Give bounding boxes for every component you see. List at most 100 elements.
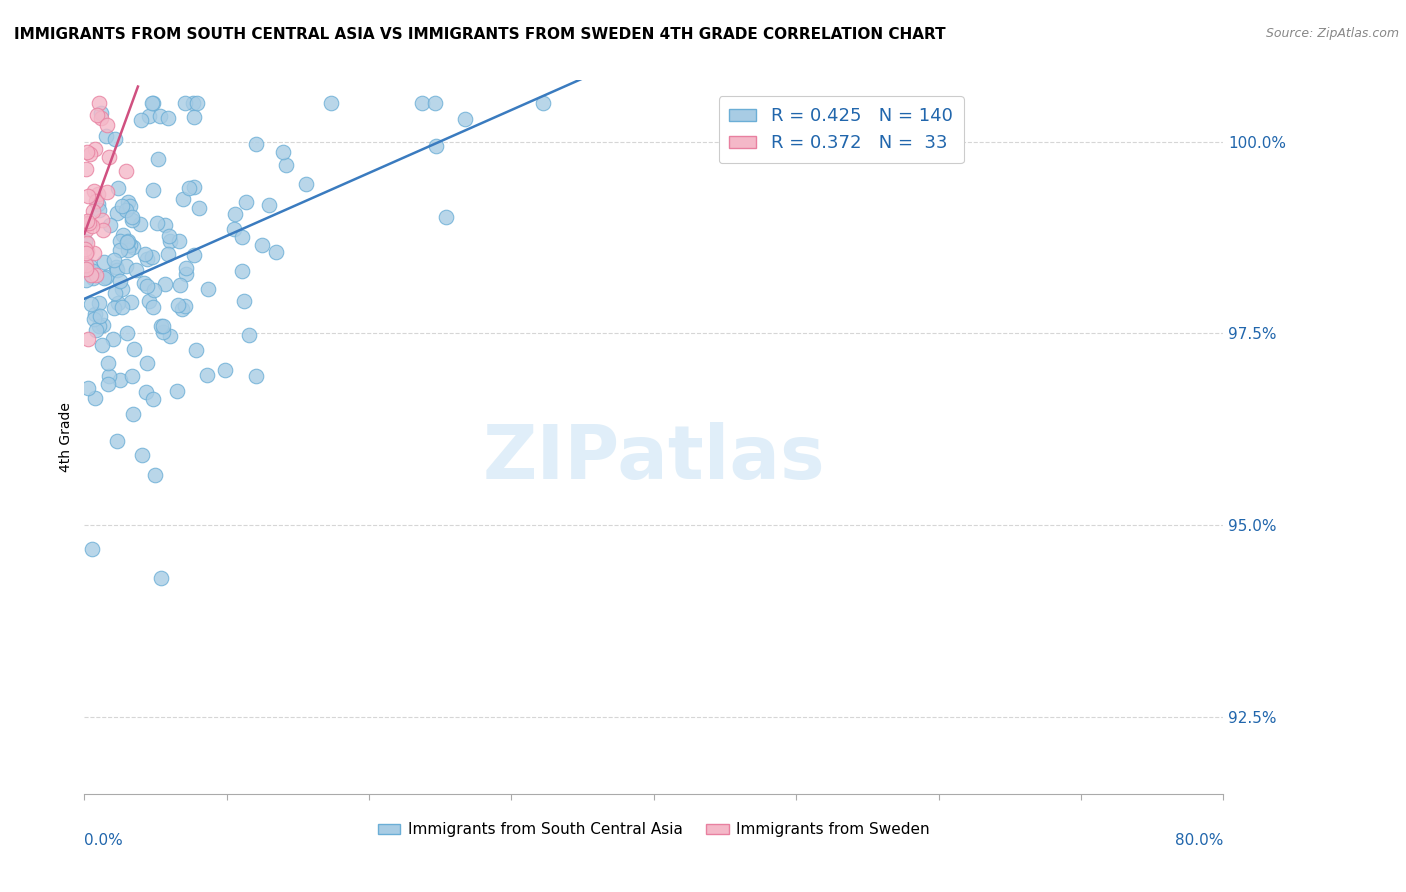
- Point: [89, 296, 111, 310]
- Point: [108, 243, 131, 257]
- Point: [114, 164, 136, 178]
- Point: [83, 184, 105, 198]
- Point: [90, 106, 112, 120]
- Point: [76, 213, 98, 227]
- Point: [172, 192, 194, 206]
- Point: [117, 195, 139, 210]
- Point: [531, 96, 554, 111]
- Point: [264, 244, 287, 259]
- Point: [105, 434, 128, 448]
- Point: [222, 221, 245, 235]
- Point: [117, 243, 139, 257]
- Point: [87, 96, 110, 111]
- Point: [111, 199, 134, 213]
- Point: [122, 342, 145, 356]
- Point: [76, 189, 98, 203]
- Text: 80.0%: 80.0%: [1175, 833, 1223, 847]
- Point: [141, 96, 163, 111]
- Point: [76, 236, 98, 251]
- Point: [96, 269, 118, 284]
- Point: [294, 177, 316, 191]
- Point: [111, 282, 134, 296]
- Point: [142, 283, 165, 297]
- Point: [98, 218, 121, 232]
- Point: [319, 96, 342, 111]
- Point: [105, 262, 128, 277]
- Point: [75, 261, 97, 276]
- Point: [98, 368, 121, 383]
- Point: [111, 227, 134, 242]
- Point: [214, 363, 236, 377]
- Point: [183, 180, 205, 194]
- Point: [121, 210, 143, 224]
- Point: [110, 373, 132, 387]
- Point: [134, 247, 156, 261]
- Point: [84, 268, 107, 282]
- Point: [153, 218, 176, 232]
- Point: [183, 247, 205, 261]
- Point: [271, 145, 294, 160]
- Point: [150, 318, 173, 333]
- Legend: Immigrants from South Central Asia, Immigrants from Sweden: Immigrants from South Central Asia, Immi…: [371, 816, 936, 843]
- Point: [136, 252, 159, 267]
- Point: [235, 194, 257, 209]
- Point: [121, 407, 143, 421]
- Point: [121, 368, 143, 383]
- Point: [84, 142, 107, 156]
- Point: [129, 217, 152, 231]
- Text: ZIPatlas: ZIPatlas: [482, 422, 825, 495]
- Text: IMMIGRANTS FROM SOUTH CENTRAL ASIA VS IMMIGRANTS FROM SWEDEN 4TH GRADE CORRELATI: IMMIGRANTS FROM SOUTH CENTRAL ASIA VS IM…: [14, 27, 946, 42]
- Point: [120, 295, 142, 310]
- Point: [177, 181, 200, 195]
- Point: [104, 286, 127, 301]
- Point: [75, 162, 97, 177]
- Point: [186, 96, 208, 111]
- Point: [136, 356, 159, 370]
- Point: [131, 448, 153, 462]
- Point: [231, 264, 253, 278]
- Point: [96, 118, 118, 132]
- Point: [169, 277, 191, 292]
- Point: [142, 96, 165, 111]
- Point: [97, 356, 120, 370]
- Point: [76, 244, 98, 258]
- Point: [91, 223, 114, 237]
- Point: [453, 112, 475, 126]
- Point: [115, 326, 138, 341]
- Point: [146, 153, 169, 167]
- Point: [75, 223, 97, 237]
- Point: [434, 210, 457, 224]
- Point: [75, 242, 97, 256]
- Point: [76, 145, 98, 159]
- Point: [122, 239, 145, 253]
- Point: [152, 325, 174, 339]
- Point: [75, 216, 97, 230]
- Point: [93, 271, 115, 285]
- Point: [184, 343, 207, 357]
- Point: [155, 277, 177, 292]
- Point: [75, 234, 97, 248]
- Point: [86, 108, 108, 122]
- Point: [146, 216, 169, 230]
- Point: [157, 112, 180, 126]
- Point: [132, 276, 155, 290]
- Point: [84, 194, 107, 209]
- Point: [138, 293, 160, 308]
- Point: [83, 312, 105, 326]
- Point: [105, 206, 128, 220]
- Point: [167, 298, 190, 312]
- Point: [120, 199, 142, 213]
- Point: [107, 296, 129, 310]
- Point: [80, 541, 103, 556]
- Point: [195, 368, 218, 382]
- Point: [187, 201, 209, 215]
- Point: [411, 96, 433, 111]
- Point: [77, 381, 100, 395]
- Text: Source: ZipAtlas.com: Source: ZipAtlas.com: [1265, 27, 1399, 40]
- Point: [150, 571, 173, 585]
- Point: [170, 301, 193, 316]
- Point: [115, 259, 138, 273]
- Point: [80, 268, 103, 282]
- Point: [167, 234, 190, 248]
- Point: [252, 237, 274, 252]
